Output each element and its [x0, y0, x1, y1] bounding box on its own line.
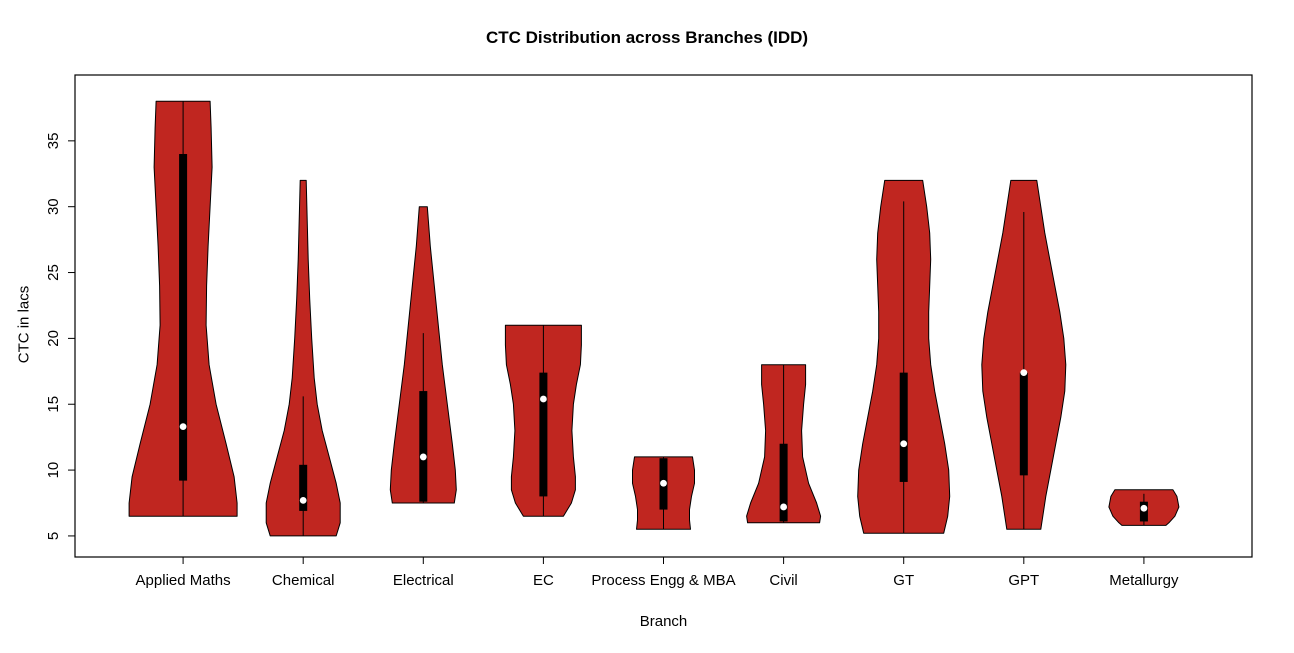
y-tick-label: 20 — [45, 330, 62, 347]
y-tick-label: 15 — [45, 396, 62, 413]
median-dot — [179, 423, 187, 431]
iqr-box — [779, 443, 788, 522]
y-tick-label: 10 — [45, 462, 62, 479]
median-dot — [299, 496, 307, 504]
x-axis-title: Branch — [639, 613, 688, 630]
median-dot — [780, 503, 788, 511]
median-dot — [1140, 504, 1148, 512]
x-category-label: Electrical — [393, 572, 454, 589]
iqr-box — [899, 372, 908, 482]
median-dot — [660, 479, 667, 487]
median-dot — [539, 395, 547, 403]
median-dot — [900, 440, 908, 448]
x-category-label: EC — [533, 572, 554, 589]
x-category-label: Process Engg & MBA — [591, 572, 735, 589]
x-category-label: GT — [893, 572, 914, 589]
median-dot — [1020, 369, 1028, 377]
x-category-label: Chemical — [272, 572, 335, 589]
y-tick-label: 30 — [45, 198, 62, 215]
violin-chemical — [265, 179, 341, 537]
iqr-box — [179, 154, 188, 481]
chart-title: CTC Distribution across Branches (IDD) — [485, 28, 809, 47]
iqr-box — [419, 391, 428, 502]
iqr-box — [1019, 372, 1028, 476]
x-category-label: Civil — [769, 572, 797, 589]
iqr-box — [299, 464, 308, 511]
x-category-label: Applied Maths — [136, 572, 231, 589]
y-tick-label: 35 — [45, 133, 62, 150]
x-category-label: GPT — [1008, 572, 1039, 589]
y-tick-label: 5 — [45, 532, 62, 540]
median-dot — [419, 453, 427, 461]
x-category-label: Metallurgy — [1109, 572, 1179, 589]
iqr-box — [539, 372, 548, 497]
y-tick-label: 25 — [45, 264, 62, 281]
